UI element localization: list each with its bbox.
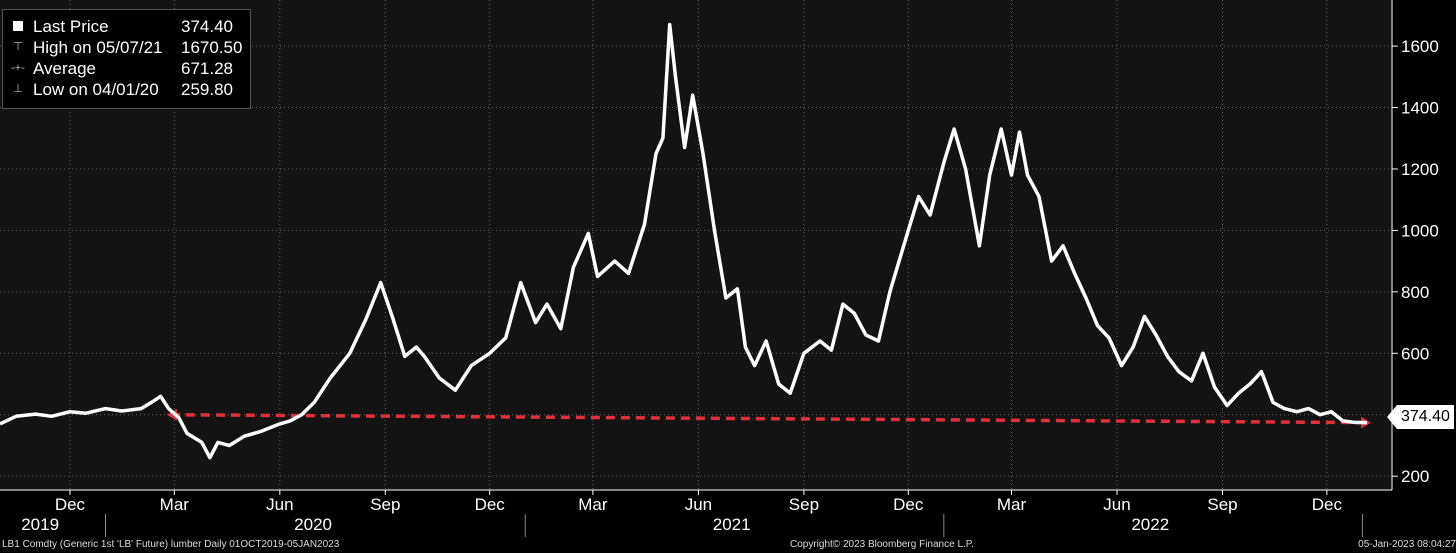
x-year-label: 2021 xyxy=(713,515,751,534)
footer-timestamp: 05-Jan-2023 08:04:27 xyxy=(1358,539,1456,550)
x-month-label: Dec xyxy=(475,495,506,514)
x-month-label: Mar xyxy=(997,495,1027,514)
x-month-label: Jun xyxy=(266,495,293,514)
footer-copyright: Copyright© 2023 Bloomberg Finance L.P. xyxy=(790,539,974,550)
y-tick-label: 1000 xyxy=(1401,221,1439,240)
x-month-label: Sep xyxy=(370,495,400,514)
x-month-label: Dec xyxy=(893,495,924,514)
square-marker-icon xyxy=(13,21,23,31)
low-marker-icon: ⊥ xyxy=(13,83,23,95)
y-tick-label: 800 xyxy=(1401,283,1429,302)
y-tick-label: 200 xyxy=(1401,467,1429,486)
x-month-label: Dec xyxy=(1312,495,1343,514)
legend-box: Last Price 374.40 ⊤ High on 05/07/21 167… xyxy=(2,9,251,109)
legend-average-value: 671.28 xyxy=(181,59,233,78)
legend-last-price: Last Price 374.40 xyxy=(3,16,250,37)
legend-high-label: High on 05/07/21 xyxy=(33,38,163,57)
legend-high-value: 1670.50 xyxy=(181,38,243,57)
y-tick-label: 1600 xyxy=(1401,37,1439,56)
last-price-tag: 374.40 xyxy=(1387,405,1454,429)
high-marker-icon: ⊤ xyxy=(13,41,23,53)
x-month-label: Jun xyxy=(1103,495,1130,514)
legend-average-label: Average xyxy=(33,59,97,78)
x-year-label: 2020 xyxy=(294,515,332,534)
legend-low-label: Low on 04/01/20 xyxy=(33,80,159,99)
x-year-label: 2022 xyxy=(1131,515,1169,534)
footer-ticker-description: LB1 Comdty (Generic 1st 'LB' Future) lum… xyxy=(2,539,340,550)
average-marker-icon: -+- xyxy=(11,62,25,74)
series-line xyxy=(0,22,1368,460)
y-tick-label: 1200 xyxy=(1401,160,1439,179)
legend-last-value: 374.40 xyxy=(181,17,233,36)
legend-high: ⊤ High on 05/07/21 1670.50 xyxy=(3,37,250,58)
y-tick-label: 600 xyxy=(1401,344,1429,363)
x-month-label: Dec xyxy=(55,495,86,514)
legend-average: -+- Average 671.28 xyxy=(3,58,250,79)
x-month-label: Mar xyxy=(160,495,190,514)
x-month-label: Mar xyxy=(578,495,608,514)
dashed-reference-line xyxy=(170,412,1368,425)
y-tick-label: 1400 xyxy=(1401,99,1439,118)
legend-low: ⊥ Low on 04/01/20 259.80 xyxy=(3,79,250,100)
legend-last-label: Last Price xyxy=(33,17,109,36)
legend-low-value: 259.80 xyxy=(181,80,233,99)
x-year-label: 2019 xyxy=(21,515,59,534)
series-layer xyxy=(0,22,1368,460)
x-month-label: Sep xyxy=(789,495,819,514)
x-month-label: Jun xyxy=(685,495,712,514)
x-month-label: Sep xyxy=(1207,495,1237,514)
